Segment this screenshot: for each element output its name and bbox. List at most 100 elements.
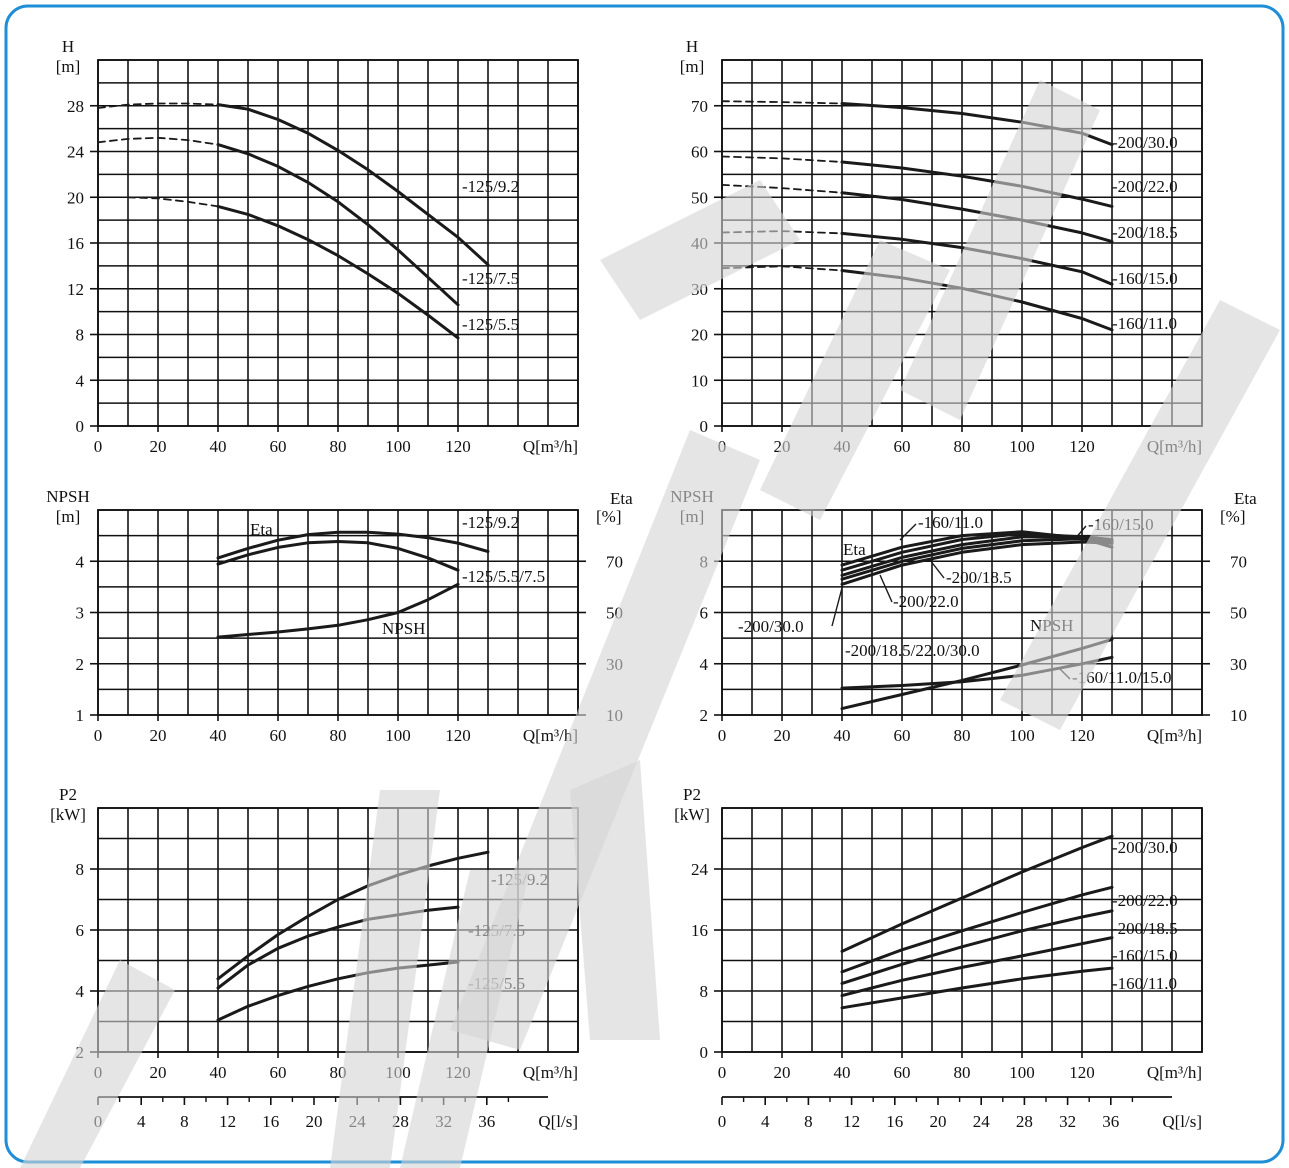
curve--200-30-0 [840,834,1114,953]
y-tick-label: 0 [700,1043,709,1062]
y-tick-label: 2 [76,655,85,674]
x-axis-title: Q[m³/h] [523,726,578,745]
curve-label--200-22-0: -200/22.0 [1112,177,1178,196]
x2-tick-label: 8 [804,1112,813,1131]
x-tick-label: 100 [1009,1063,1035,1082]
x-tick-label: 20 [150,1063,167,1082]
y2-tick-label: 70 [606,552,623,571]
leader-line [899,523,917,541]
curve-label--160-11-0-15-0: -160/11.0/15.0 [1072,668,1171,687]
x-tick-label: 0 [94,437,103,456]
y-axis-title: P2 [59,785,77,804]
y2-axis-unit: [%] [1220,507,1245,526]
y-tick-label: 6 [700,604,709,623]
curve--160-11-0 [840,966,1114,1010]
curves [97,102,490,340]
y-axis-unit: [kW] [50,805,86,824]
x-tick-label: 100 [1009,726,1035,745]
curve-NPSH [216,582,460,639]
x-tick-label: 100 [385,437,411,456]
leader-line [831,587,843,627]
chart-head-125: 0 4 8 12 16 20 24 28 0 20 40 60 80 100 120 Q[m³/h] H[m] -… [56,37,579,456]
curve-dashed--160-11-0 [721,265,843,272]
x2-tick-label: 20 [930,1112,947,1131]
y-tick-label: 4 [76,371,85,390]
y2-tick-label: 70 [1230,552,1247,571]
curve--200-22-0 [840,885,1114,974]
curve-label--160-11-0: -160/11.0 [1112,314,1177,333]
curve-label--125-5-5-7-5: -125/5.5/7.5 [462,567,545,586]
curve-dashed--125-5-5 [127,196,219,208]
y-tick-label: 70 [691,97,708,116]
x-axis-title: Q[m³/h] [1147,1063,1202,1082]
curve-label--160-15-0: -160/15.0 [1112,269,1178,288]
curve--125-9-2 [216,850,490,981]
curve-dashed--200-18-5 [721,184,843,194]
x2-tick-label: 36 [1102,1112,1119,1131]
y2-axis-unit: [%] [596,507,621,526]
curve--160-15-0 [840,936,1114,998]
curve--200-18-5 [840,909,1114,985]
y-axis-title: H [686,37,698,56]
y-axis-unit: [m] [56,507,81,526]
x-tick-label: 0 [94,726,103,745]
curve--200-22-0 [840,537,1114,581]
y2-tick-label: 30 [1230,655,1247,674]
y-tick-label: 20 [67,188,84,207]
y-axis-title: H [62,37,74,56]
x-tick-label: 80 [954,726,971,745]
x-tick-label: 120 [445,437,471,456]
x2-tick-label: 36 [478,1112,495,1131]
y-tick-label: 6 [76,921,85,940]
curve-label--200-18-5: -200/18.5 [946,568,1012,587]
y-tick-label: 24 [691,860,709,879]
curve-dashed--200-22-0 [721,155,843,163]
chart-npsh-eta-160-200: 246810305070Eta[%]020406080100120Q[m³/h]… [670,487,1257,745]
x2-axis-title: Q[l/s] [538,1112,578,1131]
x-tick-label: 120 [445,726,471,745]
y2-axis-title: Eta [610,489,633,508]
x-tick-label: 120 [1069,1063,1095,1082]
y2-tick-label: 10 [1230,706,1247,725]
y-tick-label: 4 [76,982,85,1001]
x-tick-label: 120 [1069,726,1095,745]
x-tick-label: 60 [894,437,911,456]
x-tick-label: 80 [954,437,971,456]
curve-label--125-5-5: -125/5.5 [462,315,519,334]
grid [97,59,579,427]
y-tick-label: 20 [691,326,708,345]
x-tick-label: 20 [774,1063,791,1082]
x-tick-label: 60 [270,437,287,456]
leader-line [929,559,945,579]
curve--125-9-2 [216,103,490,267]
curve-label--160-11-0: -160/11.0 [918,513,983,532]
y-tick-label: 24 [67,143,85,162]
y-tick-label: 60 [691,143,708,162]
leader-line [1073,525,1087,541]
curve-label--125-9-2: -125/9.2 [462,513,519,532]
x2-tick-label: 28 [1016,1112,1033,1131]
x-tick-label: 40 [210,437,227,456]
x-tick-label: 60 [894,1063,911,1082]
curve-label--125-9-2: -125/9.2 [462,177,519,196]
x2-tick-label: 24 [973,1112,991,1131]
y2-axis-title: Eta [1234,489,1257,508]
curve-label--160-15-0: -160/15.0 [1112,946,1178,965]
x-tick-label: 40 [210,726,227,745]
y-tick-label: 8 [700,982,709,1001]
y-axis-unit: [m] [56,57,81,76]
x-axis-title: Q[m³/h] [523,437,578,456]
x2-tick-label: 20 [306,1112,323,1131]
curve--125-5-5-7-5 [216,540,460,572]
y-tick-label: 4 [76,552,85,571]
curve--125-5-5 [216,960,460,1022]
y-tick-label: 10 [691,371,708,390]
curve-label--200-22-0: -200/22.0 [893,592,959,611]
x-tick-label: 60 [270,1063,287,1082]
y-tick-label: 16 [691,921,708,940]
y-tick-label: 1 [76,706,85,725]
y-axis-unit: [m] [680,57,705,76]
curve-label--125-7-5: -125/7.5 [462,269,519,288]
curve-label--200-30-0: -200/30.0 [1112,133,1178,152]
